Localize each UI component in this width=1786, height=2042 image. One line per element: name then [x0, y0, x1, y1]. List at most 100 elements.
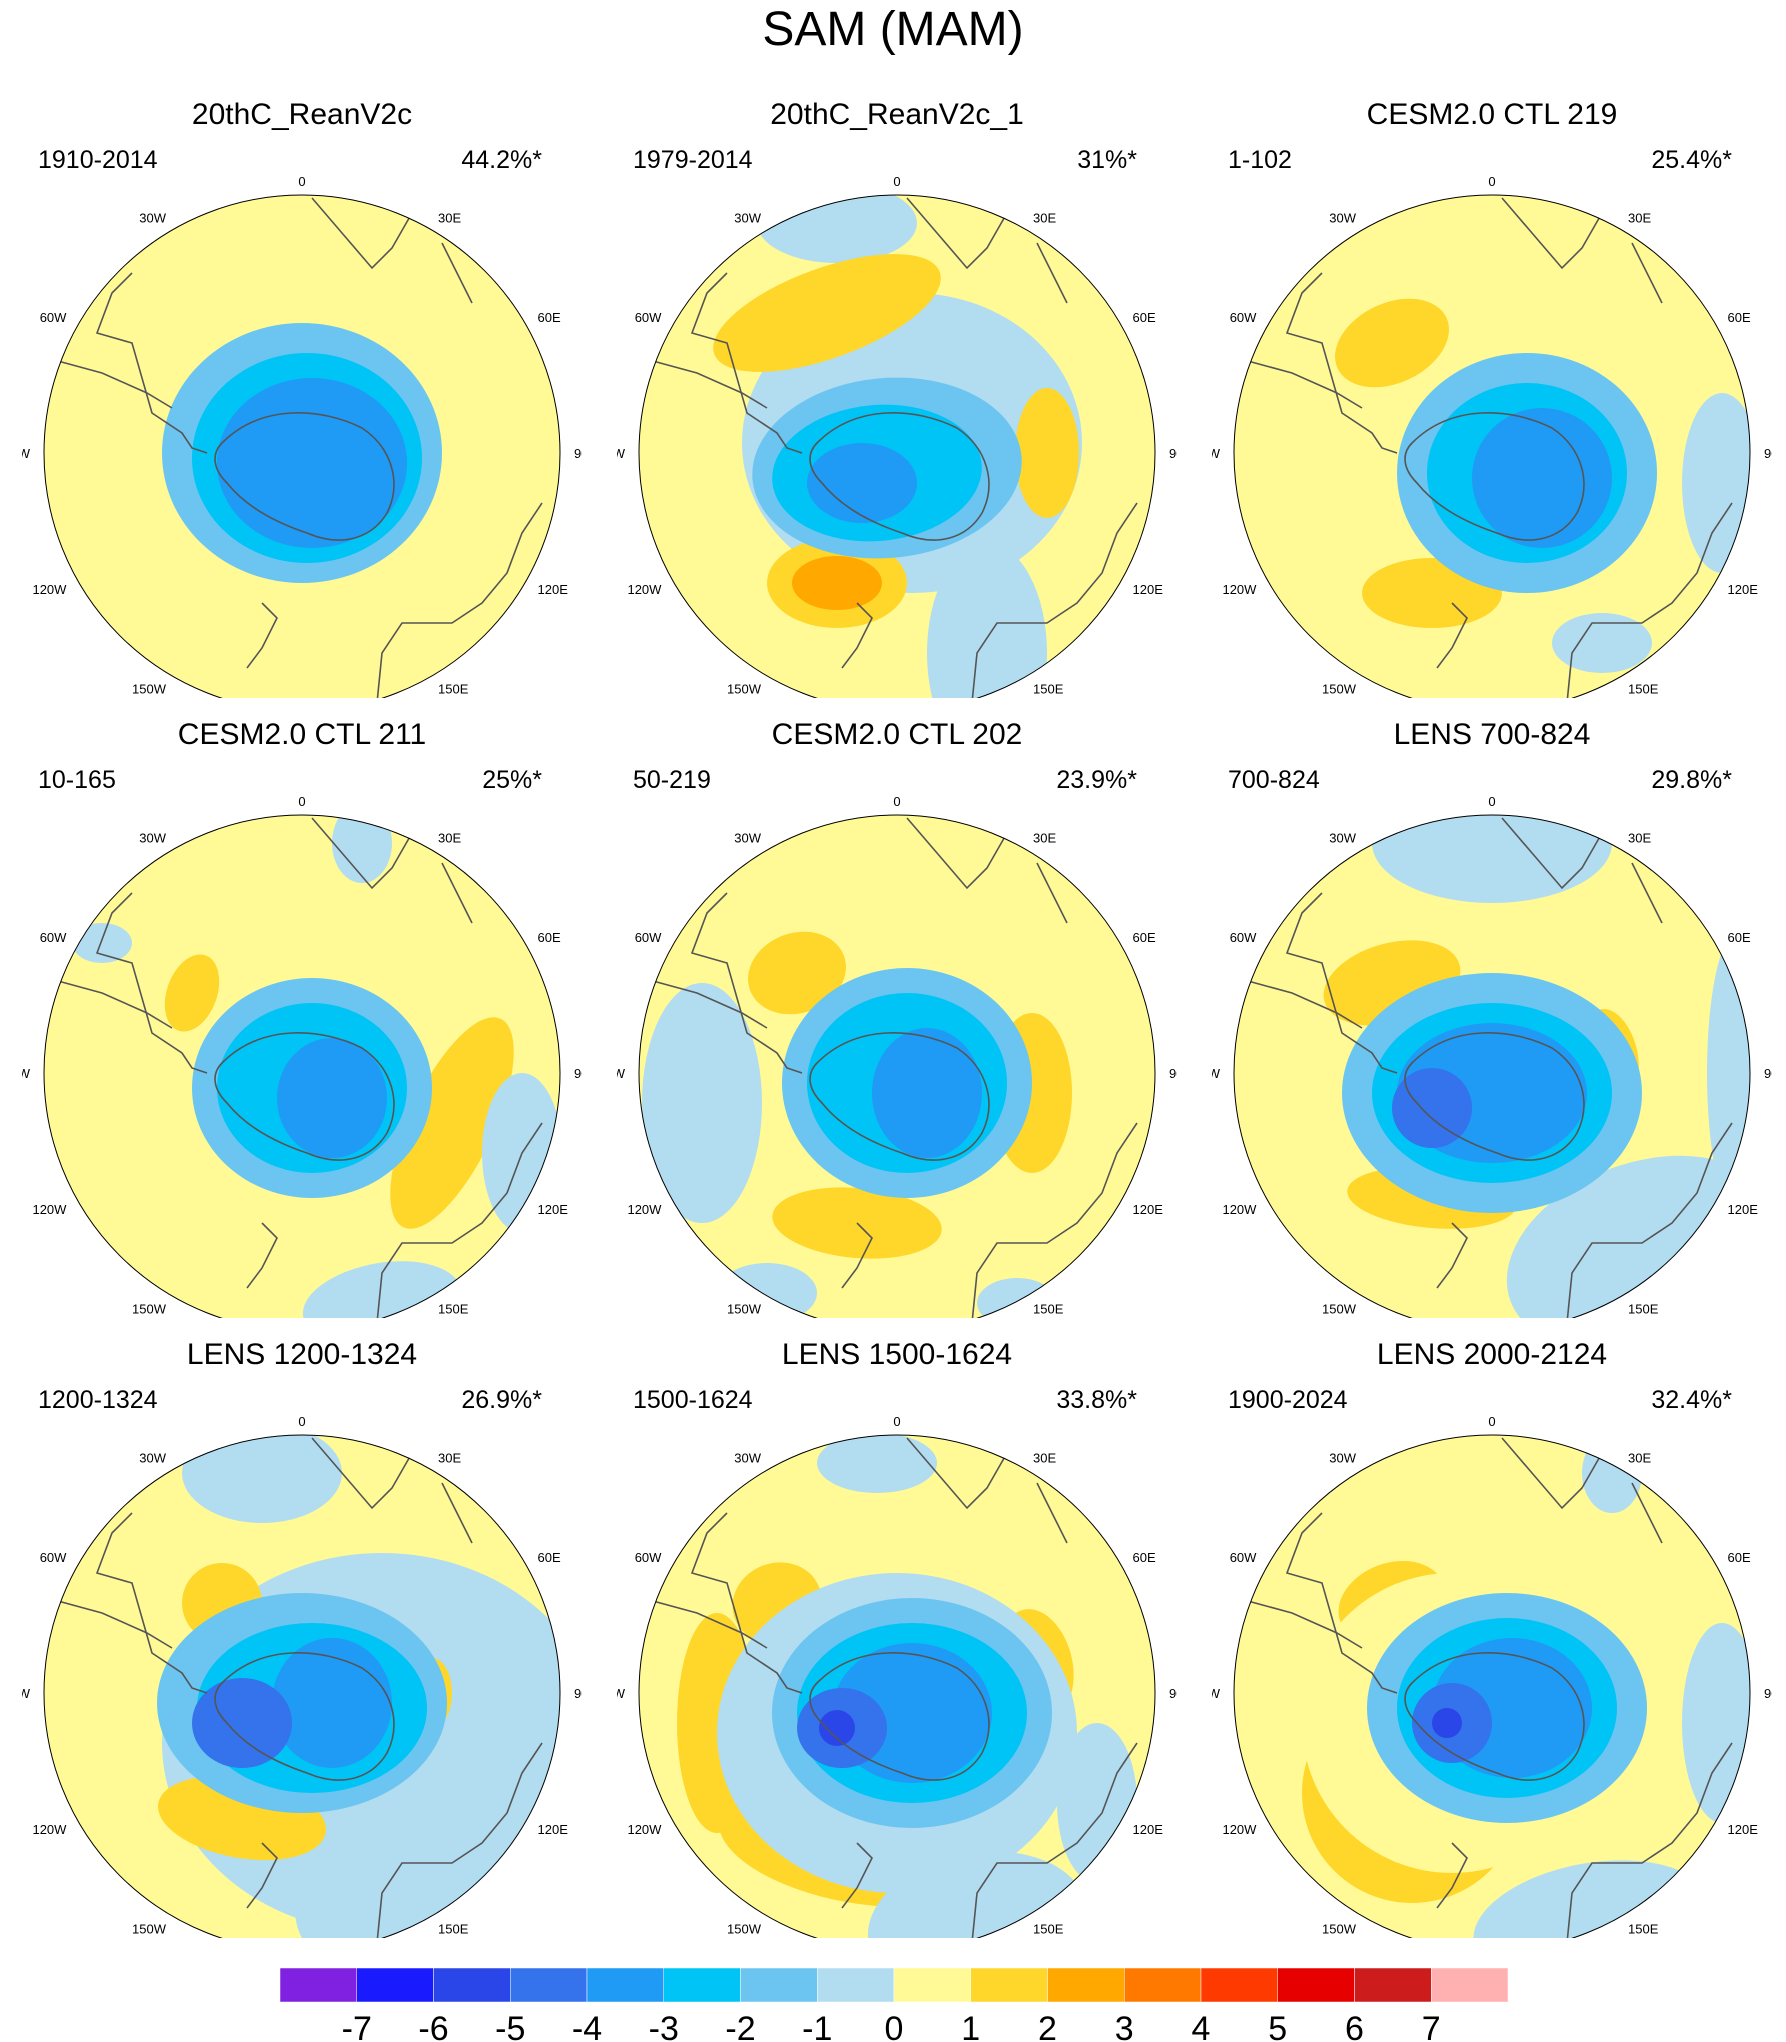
panel-variance: 29.8%*: [1651, 766, 1732, 794]
longitude-label: 150E: [438, 682, 469, 697]
longitude-label: 60W: [1230, 310, 1257, 325]
panel-variance: 31%*: [1077, 146, 1137, 174]
longitude-label: 150E: [1628, 1302, 1659, 1317]
coastline: [641, 977, 768, 1029]
panel-variance: 23.9%*: [1056, 766, 1137, 794]
panel-title: CESM2.0 CTL 202: [771, 718, 1023, 751]
longitude-label: 60W: [40, 1550, 67, 1565]
coastline: [1236, 977, 1363, 1029]
panel-title: LENS 1200-1324: [186, 1338, 418, 1371]
map-boundary: [1233, 1434, 1751, 1938]
coastline: [1436, 1842, 1468, 1909]
map-boundary: [638, 814, 1156, 1318]
map-panel: LENS 700-824 700-824 29.8%* 0 30E 60E 90E 120E 1…: [1212, 718, 1772, 1318]
longitude-label: 0: [1488, 174, 1495, 189]
map-panel: 20thC_ReanV2c 1910-2014 44.2%* 0 30E 60E 90E 12…: [22, 98, 582, 698]
panel-period: 1910-2014: [38, 146, 158, 174]
anomaly-contour: [807, 443, 917, 523]
panel-period: 700-824: [1228, 766, 1320, 794]
anomaly-contour: [302, 1261, 462, 1318]
longitude-label: 120E: [1728, 582, 1759, 597]
colorbar-swatch: [433, 1967, 511, 2003]
map-panel: 20thC_ReanV2c_1 1979-2014 31%* 0 30E 60E 90E 12…: [617, 98, 1177, 698]
anomaly-contour: [277, 1038, 387, 1158]
longitude-label: 60E: [1728, 310, 1751, 325]
anomaly-contour: [1472, 408, 1612, 548]
colorbar: -7 -6 -5 -4 -3 -2 -1 0 1 2 3 4 5 6 7: [279, 1967, 1509, 2042]
coastline: [1285, 272, 1398, 454]
coastline: [376, 502, 543, 698]
panel-title: LENS 2000-2124: [1376, 1338, 1608, 1371]
coastline: [441, 862, 473, 924]
polar-map: 030E60E90E120E150E180150W120W90W60W30W: [1212, 174, 1772, 698]
longitude-label: 30E: [438, 830, 461, 845]
colorbar-swatch: [970, 1967, 1048, 2003]
panel-period: 1500-1624: [633, 1386, 753, 1414]
anomaly-contour: [332, 815, 392, 883]
colorbar-swatch: [1200, 1967, 1278, 2003]
longitude-label: 120E: [538, 582, 569, 597]
colorbar-label: 5: [1268, 2010, 1287, 2042]
colorbar-swatch: [740, 1967, 818, 2003]
coastline: [841, 1222, 873, 1289]
longitude-label: 60W: [635, 930, 662, 945]
longitude-label: 90W: [1212, 1066, 1221, 1081]
longitude-label: 120W: [1222, 1822, 1257, 1837]
polar-map: 030E60E90E120E150E180150W120W90W60W30W: [22, 1414, 582, 1938]
coastline: [246, 602, 278, 669]
longitude-label: 30E: [1628, 210, 1651, 225]
longitude-label: 30E: [438, 1450, 461, 1465]
longitude-label: 120W: [627, 582, 662, 597]
longitude-label: 120W: [32, 1202, 67, 1217]
coastline: [1404, 1652, 1585, 1781]
colorbar-label: -1: [802, 2010, 832, 2042]
longitude-label: 60W: [1230, 930, 1257, 945]
longitude-label: 60E: [1133, 930, 1156, 945]
coastline: [906, 817, 1008, 890]
longitude-label: 90W: [617, 1066, 626, 1081]
longitude-label: 120E: [1133, 582, 1164, 597]
longitude-label: 120E: [1133, 1822, 1164, 1837]
coastline: [311, 817, 413, 890]
longitude-label: 0: [1488, 794, 1495, 809]
coastline: [1436, 602, 1468, 669]
map-panel: CESM2.0 CTL 211 10-165 25%* 0 30E 60E 90E 120E 1…: [22, 718, 582, 1318]
longitude-label: 90E: [1169, 1066, 1177, 1081]
panel-period: 10-165: [38, 766, 116, 794]
longitude-label: 90W: [22, 446, 31, 461]
coastline: [971, 502, 1138, 698]
coastline: [690, 272, 803, 454]
longitude-label: 30W: [734, 210, 761, 225]
longitude-label: 90W: [22, 1066, 31, 1081]
colorbar-label: -7: [342, 2010, 372, 2042]
coastline: [46, 977, 173, 1029]
colorbar-label: -4: [572, 2010, 602, 2042]
anomaly-contour: [927, 543, 1047, 698]
longitude-label: 90W: [22, 1686, 31, 1701]
longitude-label: 30W: [734, 1450, 761, 1465]
coastline: [311, 1437, 413, 1510]
longitude-label: 150E: [438, 1922, 469, 1937]
coastline: [1404, 412, 1585, 541]
longitude-label: 90W: [1212, 1686, 1221, 1701]
coastline: [1631, 862, 1663, 924]
coastline: [906, 197, 1008, 270]
panel-variance: 33.8%*: [1056, 1386, 1137, 1414]
polar-map: 030E60E90E120E150E180150W120W90W60W30W: [617, 1414, 1177, 1938]
colorbar-swatch: [356, 1967, 434, 2003]
coastline: [1566, 502, 1733, 698]
longitude-label: 30E: [1628, 830, 1651, 845]
anomaly-contour: [1335, 298, 1449, 388]
anomaly-contour: [1372, 815, 1612, 903]
colorbar-label: 7: [1422, 2010, 1441, 2042]
longitude-label: 60E: [1728, 930, 1751, 945]
longitude-label: 90E: [1764, 1066, 1772, 1081]
coastline: [690, 1512, 803, 1694]
anomaly-contour: [817, 1435, 937, 1493]
longitude-label: 30E: [1033, 1450, 1056, 1465]
coastline: [1566, 1122, 1733, 1318]
longitude-label: 90E: [1169, 1686, 1177, 1701]
coastline: [95, 1512, 208, 1694]
longitude-label: 90E: [1169, 446, 1177, 461]
coastline: [841, 602, 873, 669]
